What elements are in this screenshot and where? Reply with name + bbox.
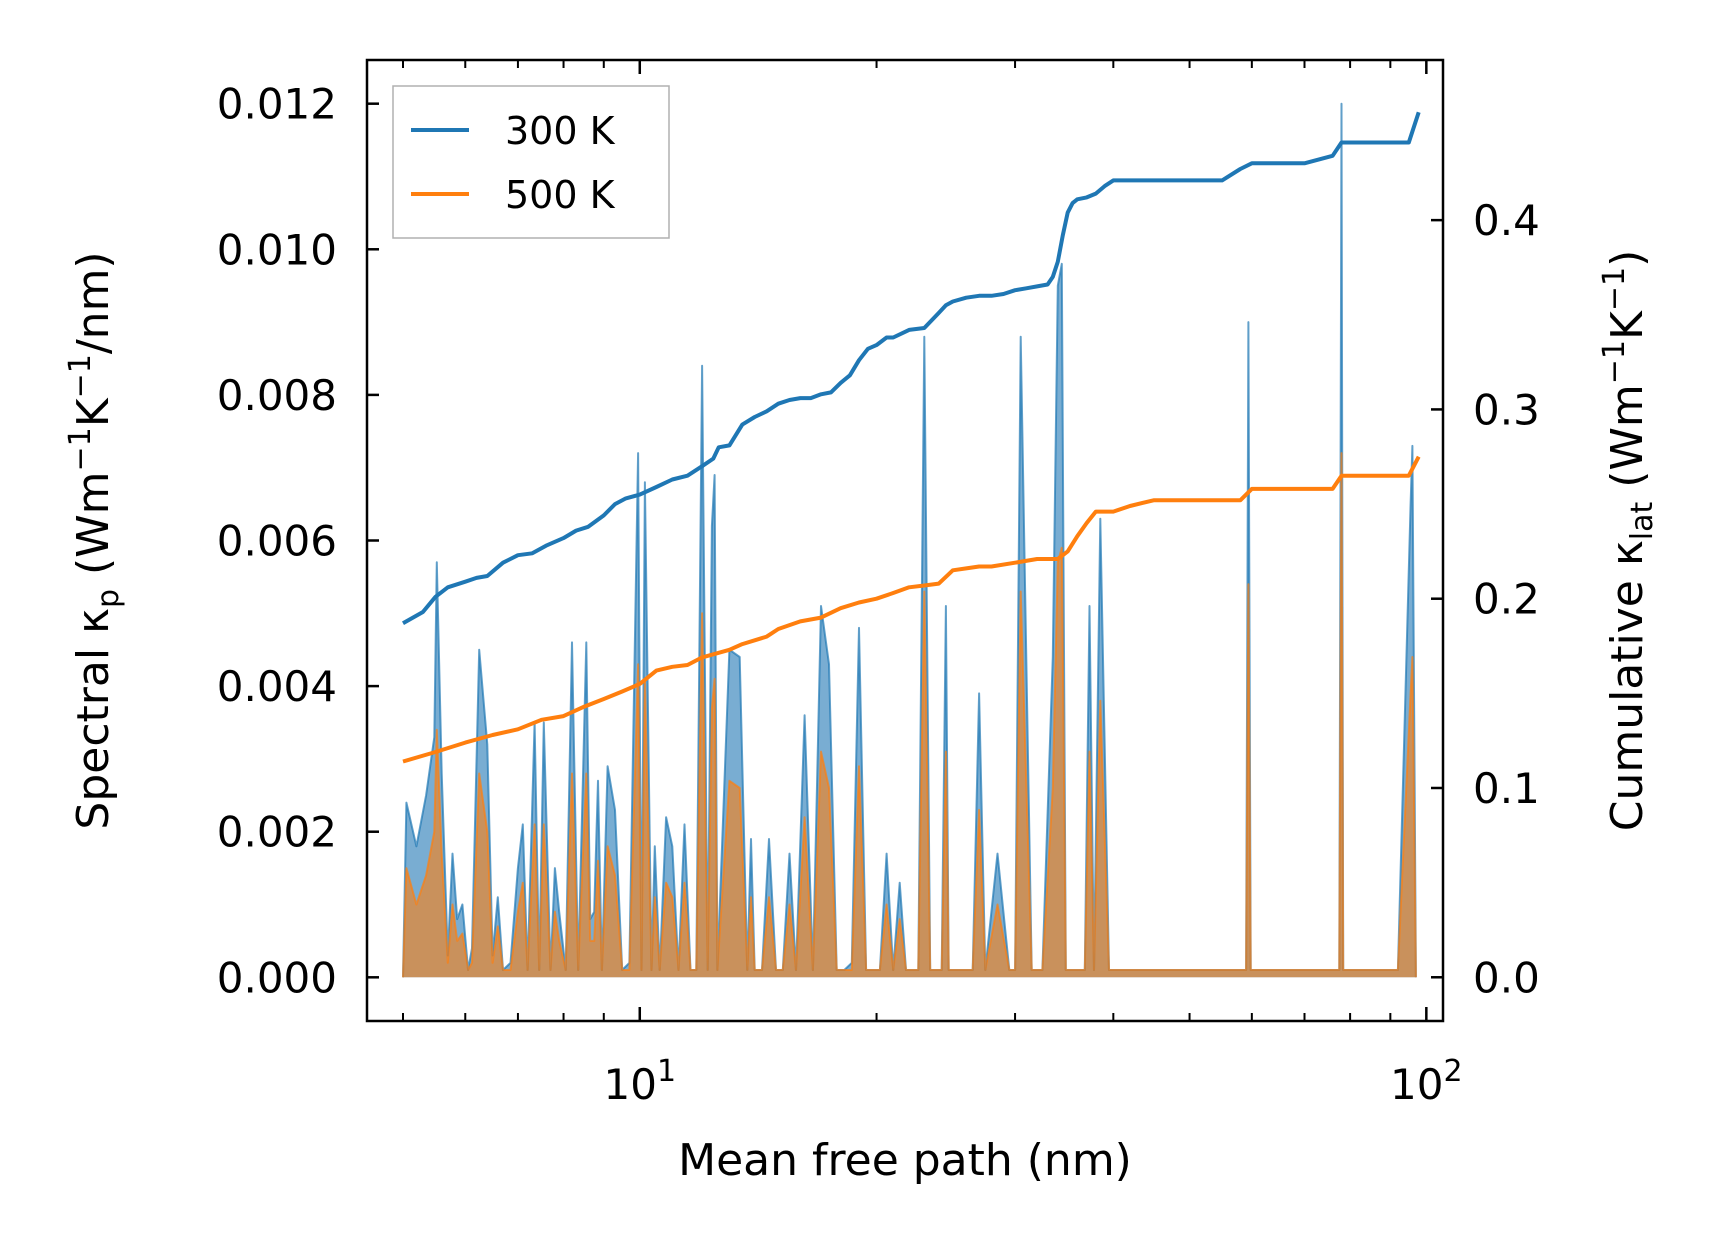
axis-titles: Mean free path (nm) Spectral κp (Wm−1K−1/… [63,250,1660,1186]
cumulative-line-500k [402,455,1421,764]
legend-label-300k: 300 K [505,109,616,153]
ticks: 0.000 0.002 0.004 0.006 0.008 0.010 0.012 0.0 0.… [217,60,1540,1109]
spectral-lines [402,102,1417,978]
left-y-tick-label: 0.002 [217,808,337,857]
left-y-tick-label: 0.012 [217,80,337,129]
right-y-tick-label: 0.4 [1473,196,1540,245]
legend-box [392,85,670,239]
left-y-axis-title: Spectral κp (Wm−1K−1/nm) [63,251,126,829]
left-y-tick-label: 0.004 [217,662,337,711]
legend: 300 K 500 K [392,85,670,239]
x-tick-label: 101 [603,1054,676,1109]
x-tick-label: 102 [1390,1054,1463,1109]
cumulative-line-300k [402,111,1421,626]
left-y-tick-label: 0.006 [217,517,337,566]
right-y-tick-label: 0.2 [1473,575,1540,624]
left-y-tick-label: 0.008 [217,371,337,420]
right-y-axis-title: Cumulative κlat (Wm−1K−1) [1597,250,1660,832]
cumulative-lines [402,111,1421,764]
spectral-line-500k [402,452,1417,978]
x-axis-title: Mean free path (nm) [678,1135,1132,1186]
right-y-tick-label: 0.1 [1473,764,1540,813]
left-y-tick-label: 0.010 [217,225,337,274]
legend-label-500k: 500 K [505,173,616,217]
right-y-tick-label: 0.0 [1473,953,1540,1002]
left-y-tick-label: 0.000 [217,953,337,1002]
right-y-tick-label: 0.3 [1473,385,1540,434]
